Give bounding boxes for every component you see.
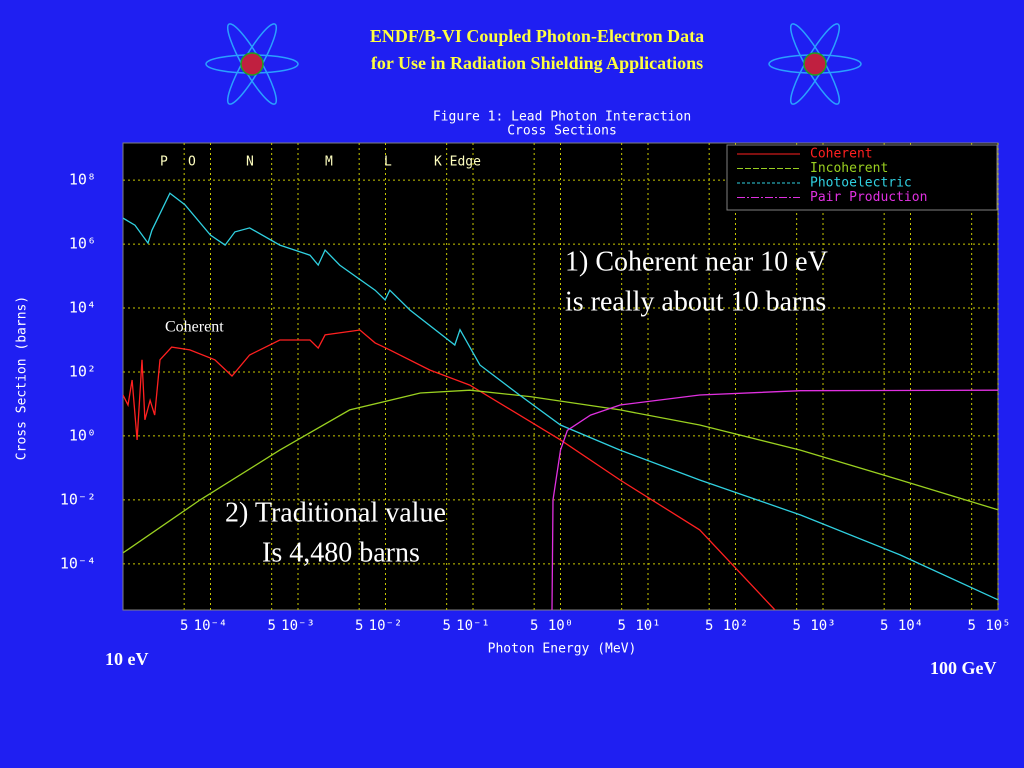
annotation: 2) Traditional value — [225, 497, 446, 528]
slide-title: ENDF/B-VI Coupled Photon-Electron Data — [370, 26, 704, 46]
slide-title: for Use in Radiation Shielding Applicati… — [371, 53, 703, 73]
y-tick-label: 10⁻⁴ — [60, 554, 96, 572]
x-tick-label: 10⁴ — [898, 618, 923, 634]
x-tick-label: 10¹ — [635, 618, 660, 634]
edge-label: P — [160, 155, 168, 170]
edge-label: N — [246, 155, 254, 170]
edge-label: O — [188, 155, 196, 170]
x-axis-label: Photon Energy (MeV) — [488, 642, 637, 657]
y-tick-label: 10⁶ — [69, 235, 96, 253]
chart-title: Figure 1: Lead Photon Interaction — [433, 110, 691, 125]
legend-label: Coherent — [810, 147, 873, 162]
series-line — [123, 192, 998, 601]
annotation: Coherent — [165, 319, 224, 336]
x-tick-label: 10⁻³ — [281, 618, 315, 634]
y-tick-label: 10² — [69, 362, 96, 380]
x-tick-label: 5 — [967, 618, 975, 634]
chart-title: Cross Sections — [507, 124, 617, 139]
annotation: 1) Coherent near 10 eV — [565, 246, 828, 277]
legend-label: Incoherent — [810, 161, 888, 176]
x-tick-label: 10⁻¹ — [456, 618, 490, 634]
annotation: 10 eV — [105, 649, 149, 669]
edge-label: K Edge — [434, 155, 481, 170]
x-tick-label: 5 — [355, 618, 363, 634]
x-tick-label: 5 — [705, 618, 713, 634]
annotation: Is 4,480 barns — [262, 537, 420, 568]
x-tick-label: 5 — [442, 618, 450, 634]
overlay: 5 10⁻⁴ 5 10⁻³ 5 10⁻² 5 10⁻¹ 5 10⁰ 5 10¹ 5 10² 5 10³ 5 10⁴… — [60, 144, 1011, 678]
legend-label: Pair Production — [810, 190, 927, 205]
atom-icon — [768, 23, 862, 105]
x-tick-label: 10⁻⁴ — [194, 618, 228, 634]
series-line — [123, 329, 776, 610]
x-tick-label: 10⁵ — [985, 618, 1010, 634]
y-tick-label: 10⁸ — [69, 171, 96, 189]
x-tick-label: 5 — [530, 618, 538, 634]
series-line — [551, 389, 998, 610]
edge-label: L — [384, 155, 392, 170]
plot-area — [122, 142, 999, 611]
y-tick-label: 10⁴ — [69, 299, 96, 317]
x-tick-label: 5 — [880, 618, 888, 634]
y-axis-label: Cross Section (barns) — [15, 296, 30, 460]
annotation: is really about 10 barns — [565, 286, 826, 317]
legend-box — [726, 144, 998, 211]
y-tick-label: 10⁻² — [60, 490, 96, 508]
x-tick-label: 5 — [180, 618, 188, 634]
curves — [123, 192, 998, 610]
x-tick-label: 5 — [792, 618, 800, 634]
x-tick-label: 10⁰ — [548, 618, 573, 634]
grid — [123, 143, 999, 610]
x-tick-label: 5 — [617, 618, 625, 634]
x-tick-label: 5 — [267, 618, 275, 634]
legend-label: Photoelectric — [810, 176, 912, 191]
atom-icon — [205, 23, 299, 105]
y-tick-label: 10⁰ — [69, 426, 96, 444]
edge-label: M — [325, 155, 333, 170]
annotation: 100 GeV — [930, 658, 997, 678]
series-line — [123, 389, 998, 554]
x-tick-label: 10² — [723, 618, 748, 634]
x-tick-label: 10⁻² — [369, 618, 403, 634]
x-tick-label: 10³ — [810, 618, 835, 634]
